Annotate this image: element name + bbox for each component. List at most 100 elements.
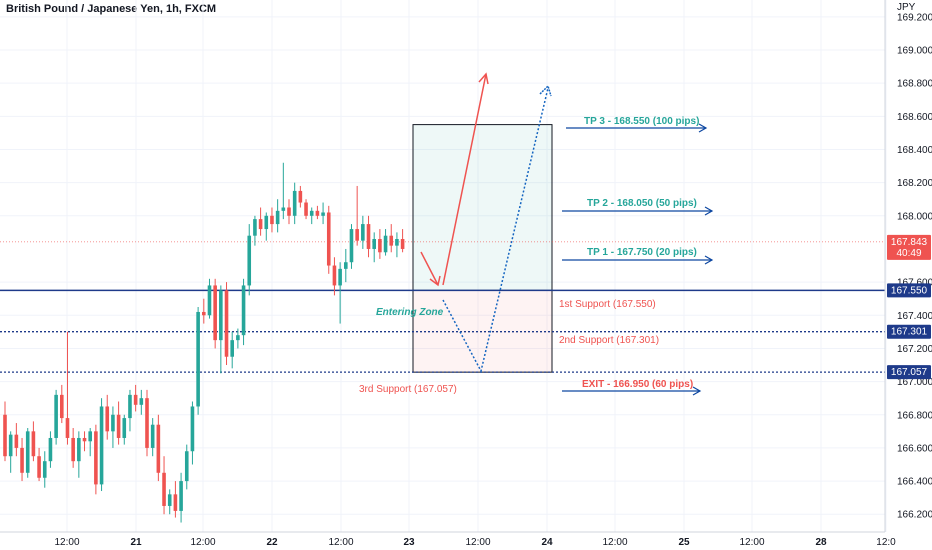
x-tick-label: 12:00 — [54, 537, 79, 548]
x-tick-label: 22 — [266, 537, 278, 548]
candle-body — [145, 398, 149, 448]
candle-body — [122, 418, 127, 438]
candle-body — [48, 437, 53, 462]
y-tick-label: 167.600 — [897, 278, 932, 289]
price-label-box — [887, 283, 931, 298]
tp2-arrow-head — [704, 206, 714, 216]
y-tick-label: 167.400 — [897, 311, 932, 322]
tp1-label: TP 1 - 167.750 (20 pips) — [587, 247, 697, 258]
x-tick-label: 12:0 — [876, 537, 896, 548]
profit-arrowhead — [478, 72, 489, 85]
candle-body — [355, 229, 359, 241]
candle-body — [77, 437, 81, 462]
time-axis: 12:00 21 12:00 22 12:00 23 12:00 24 12:00 25 12:00… — [54, 537, 896, 548]
support1-label: 1st Support (167.550) — [559, 299, 656, 310]
y-tick-label: 168.200 — [897, 178, 932, 189]
x-tick-label: 12:00 — [190, 537, 215, 548]
candle-body — [361, 224, 365, 241]
candle-body — [156, 424, 161, 473]
entry-arrowhead — [429, 275, 441, 287]
candle-body — [207, 285, 212, 316]
candle-body — [3, 414, 7, 457]
candle-body — [264, 215, 269, 230]
candle-body — [150, 424, 155, 448]
candle-body — [184, 451, 189, 482]
candle-body — [287, 207, 291, 216]
candle-body — [321, 212, 325, 216]
candle-body — [344, 262, 348, 269]
y-tick-label: 169.200 — [897, 12, 932, 23]
candles — [3, 162, 405, 523]
candle-body — [88, 431, 92, 442]
support2-label: 2nd Support (167.301) — [559, 335, 659, 346]
candle-body — [236, 335, 240, 341]
candle-body — [99, 406, 104, 485]
candle-body — [281, 207, 286, 211]
candle-body — [60, 394, 64, 419]
candle-body — [304, 202, 308, 216]
price-label-text: 167.057 — [891, 367, 928, 378]
x-tick-label: 25 — [678, 537, 690, 548]
candle-body — [378, 239, 382, 253]
candle-body — [219, 290, 223, 341]
y-tick-label: 169.000 — [897, 46, 932, 57]
tp3-label: TP 3 - 168.550 (100 pips) — [584, 116, 699, 127]
tp2-label: TP 2 - 168.050 (50 pips) — [587, 198, 697, 209]
candle-body — [14, 434, 19, 448]
position-zones — [412, 124, 553, 373]
exit-label: EXIT - 166.950 (60 pips) — [582, 379, 693, 390]
candle-body — [213, 285, 217, 341]
candle-body — [258, 219, 263, 230]
candle-body — [116, 414, 121, 438]
price-label-text: 167.843 — [891, 237, 928, 248]
x-tick-label: 12:00 — [465, 537, 490, 548]
candle-body — [247, 235, 252, 286]
y-tick-label: 167.200 — [897, 344, 932, 355]
candle-body — [179, 481, 183, 511]
entry-arrow — [420, 251, 439, 286]
profit-arrow — [442, 73, 487, 286]
drawings: TP 3 - 168.550 (100 pips) TP 2 - 168.050 … — [359, 72, 714, 396]
candle-body — [253, 219, 257, 236]
candle-body — [349, 229, 354, 263]
price-label-box — [887, 324, 931, 339]
x-tick-label: 12:00 — [328, 537, 353, 548]
y-tick-label: 167.000 — [897, 377, 932, 388]
x-tick-label: 12:00 — [739, 537, 764, 548]
price-axis: 169.200 169.000 168.800 168.600 168.400 168.2… — [897, 2, 932, 521]
candle-body — [389, 235, 394, 246]
candle-body — [133, 394, 138, 405]
y-tick-label: 168.400 — [897, 145, 932, 156]
candle-body — [270, 215, 274, 225]
candle-body — [241, 285, 246, 336]
candle-body — [105, 406, 110, 432]
tp3-arrow-head — [698, 123, 708, 133]
alternate-arrowhead — [539, 84, 552, 97]
x-tick-label: 21 — [130, 537, 142, 548]
candle-body — [315, 210, 320, 216]
candle-body — [338, 268, 342, 286]
entering-zone-label: Entering Zone — [376, 307, 444, 318]
y-tick-label: 166.400 — [897, 477, 932, 488]
candle-body — [71, 437, 75, 462]
price-label-text: 167.550 — [891, 285, 928, 296]
candle-body — [54, 394, 58, 438]
candle-body — [372, 239, 376, 249]
candle-body — [162, 472, 166, 506]
price-label-text: 167.301 — [891, 327, 928, 338]
support3-label: 3rd Support (167.057) — [359, 384, 457, 395]
candle-body — [25, 431, 30, 473]
candle-body — [383, 235, 388, 253]
exit-arrow-head — [692, 386, 702, 396]
candle-body — [326, 212, 331, 266]
y-tick-label: 168.800 — [897, 79, 932, 90]
candle-body — [8, 434, 13, 457]
candle-body — [111, 414, 115, 432]
candle-body — [309, 210, 314, 216]
candle-body — [20, 447, 24, 473]
y-tick-label: 168.000 — [897, 211, 932, 222]
price-label-box — [887, 365, 931, 380]
candle-body — [42, 461, 47, 478]
